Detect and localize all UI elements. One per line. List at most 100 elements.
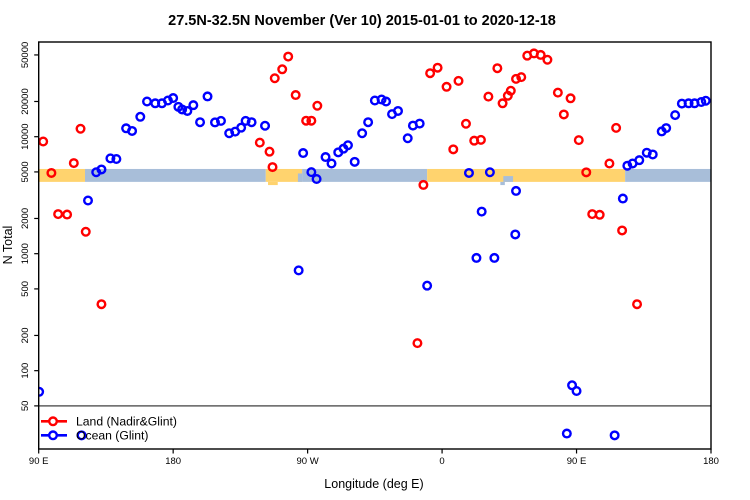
land-point	[552, 87, 563, 98]
legend-land-marker-icon	[48, 416, 59, 427]
band-segment-ocean	[302, 168, 428, 182]
land-point	[611, 122, 622, 133]
ocean-point	[683, 98, 694, 109]
ocean-point	[96, 164, 107, 175]
ocean-point	[76, 430, 87, 441]
y-axis-ticks: 50 100 200 500 1000 2000 5000 10000 20000 50000	[20, 42, 39, 411]
land-point	[617, 225, 628, 236]
ocean-point	[240, 115, 251, 126]
ocean-point	[561, 428, 572, 439]
ocean-point	[293, 265, 304, 276]
legend-ocean-label: Ocean (Glint)	[76, 429, 148, 443]
legend-ocean-marker-icon	[48, 430, 59, 441]
land-point	[312, 100, 323, 111]
ocean-point	[609, 430, 620, 441]
ocean-point	[402, 133, 413, 144]
land-point	[542, 54, 553, 65]
band-segment-land	[265, 168, 303, 182]
x-tick-label: 90 E	[29, 456, 49, 467]
land-point	[254, 137, 265, 148]
ocean-point	[105, 153, 116, 164]
ocean-point	[260, 120, 271, 131]
ocean-point	[381, 96, 392, 107]
ocean-point	[177, 104, 188, 115]
land-point	[535, 49, 546, 60]
land-point	[46, 167, 57, 178]
ocean-point	[670, 110, 681, 121]
ocean-point	[168, 93, 179, 104]
ocean-point	[571, 386, 582, 397]
ocean-point	[83, 195, 94, 206]
ocean-point	[393, 105, 404, 116]
ocean-point	[111, 153, 122, 164]
land-point	[269, 73, 280, 84]
land-point	[594, 209, 605, 220]
x-axis-ticks: 90 E 180 90 W 0 90 E 180	[29, 449, 719, 467]
ocean-point	[622, 160, 633, 171]
ocean-point	[363, 117, 374, 128]
y-axis-label: N Total	[1, 226, 15, 265]
land-series	[38, 48, 643, 349]
land-point	[460, 118, 471, 129]
legend: Land (Nadir&Glint) Ocean (Glint)	[41, 415, 177, 443]
land-point	[511, 73, 522, 84]
ocean-point	[357, 128, 368, 139]
band-segment-land	[38, 168, 86, 182]
ocean-point	[142, 96, 153, 107]
band-underhang-land	[268, 181, 278, 186]
land-point	[565, 93, 576, 104]
x-tick-label: 0	[439, 456, 444, 467]
ocean-point	[209, 117, 220, 128]
land-point	[62, 209, 73, 220]
y-tick-label: 50000	[20, 42, 31, 68]
ocean-point	[414, 118, 425, 129]
land-point	[516, 72, 527, 83]
ocean-point	[135, 111, 146, 122]
ocean-point	[617, 193, 628, 204]
ocean-point	[311, 173, 322, 184]
land-point	[558, 109, 569, 120]
land-point	[581, 167, 592, 178]
land-point	[448, 144, 459, 155]
land-point	[632, 299, 643, 310]
band-segment-ocean	[85, 168, 266, 182]
ocean-point	[696, 96, 707, 107]
y-tick-label: 100	[20, 363, 31, 379]
y-tick-label: 500	[20, 281, 31, 297]
ocean-point	[342, 140, 353, 151]
land-point	[68, 158, 79, 169]
land-point	[492, 63, 503, 74]
plot-border	[38, 41, 712, 450]
land-point	[290, 90, 301, 101]
legend-land-label: Land (Nadir&Glint)	[76, 415, 177, 429]
ocean-point	[471, 252, 482, 263]
land-point	[573, 135, 584, 146]
ocean-point	[349, 156, 360, 167]
land-point	[80, 226, 91, 237]
land-point	[505, 85, 516, 96]
ocean-point	[326, 158, 337, 169]
ocean-point	[700, 95, 711, 106]
band-notch-ocean	[503, 176, 514, 182]
band-segment-ocean	[625, 168, 711, 182]
ocean-point	[202, 91, 213, 102]
land-point	[432, 62, 443, 73]
land-point	[604, 158, 615, 169]
chart-title: 27.5N-32.5N November (Ver 10) 2015-01-01…	[168, 13, 556, 29]
ocean-point	[127, 125, 138, 136]
ocean-point	[188, 100, 199, 111]
x-tick-label: 90 W	[297, 456, 319, 467]
land-point	[441, 81, 452, 92]
x-tick-label: 90 E	[567, 456, 587, 467]
y-tick-label: 10000	[20, 123, 31, 149]
band-underhang-ocean	[500, 181, 505, 186]
land-point	[453, 75, 464, 86]
ocean-point	[298, 148, 309, 159]
y-tick-label: 5000	[20, 161, 31, 182]
land-point	[277, 64, 288, 75]
ocean-point	[236, 122, 247, 133]
ocean-point	[182, 105, 193, 116]
ocean-point	[246, 117, 257, 128]
land-point	[38, 136, 49, 147]
